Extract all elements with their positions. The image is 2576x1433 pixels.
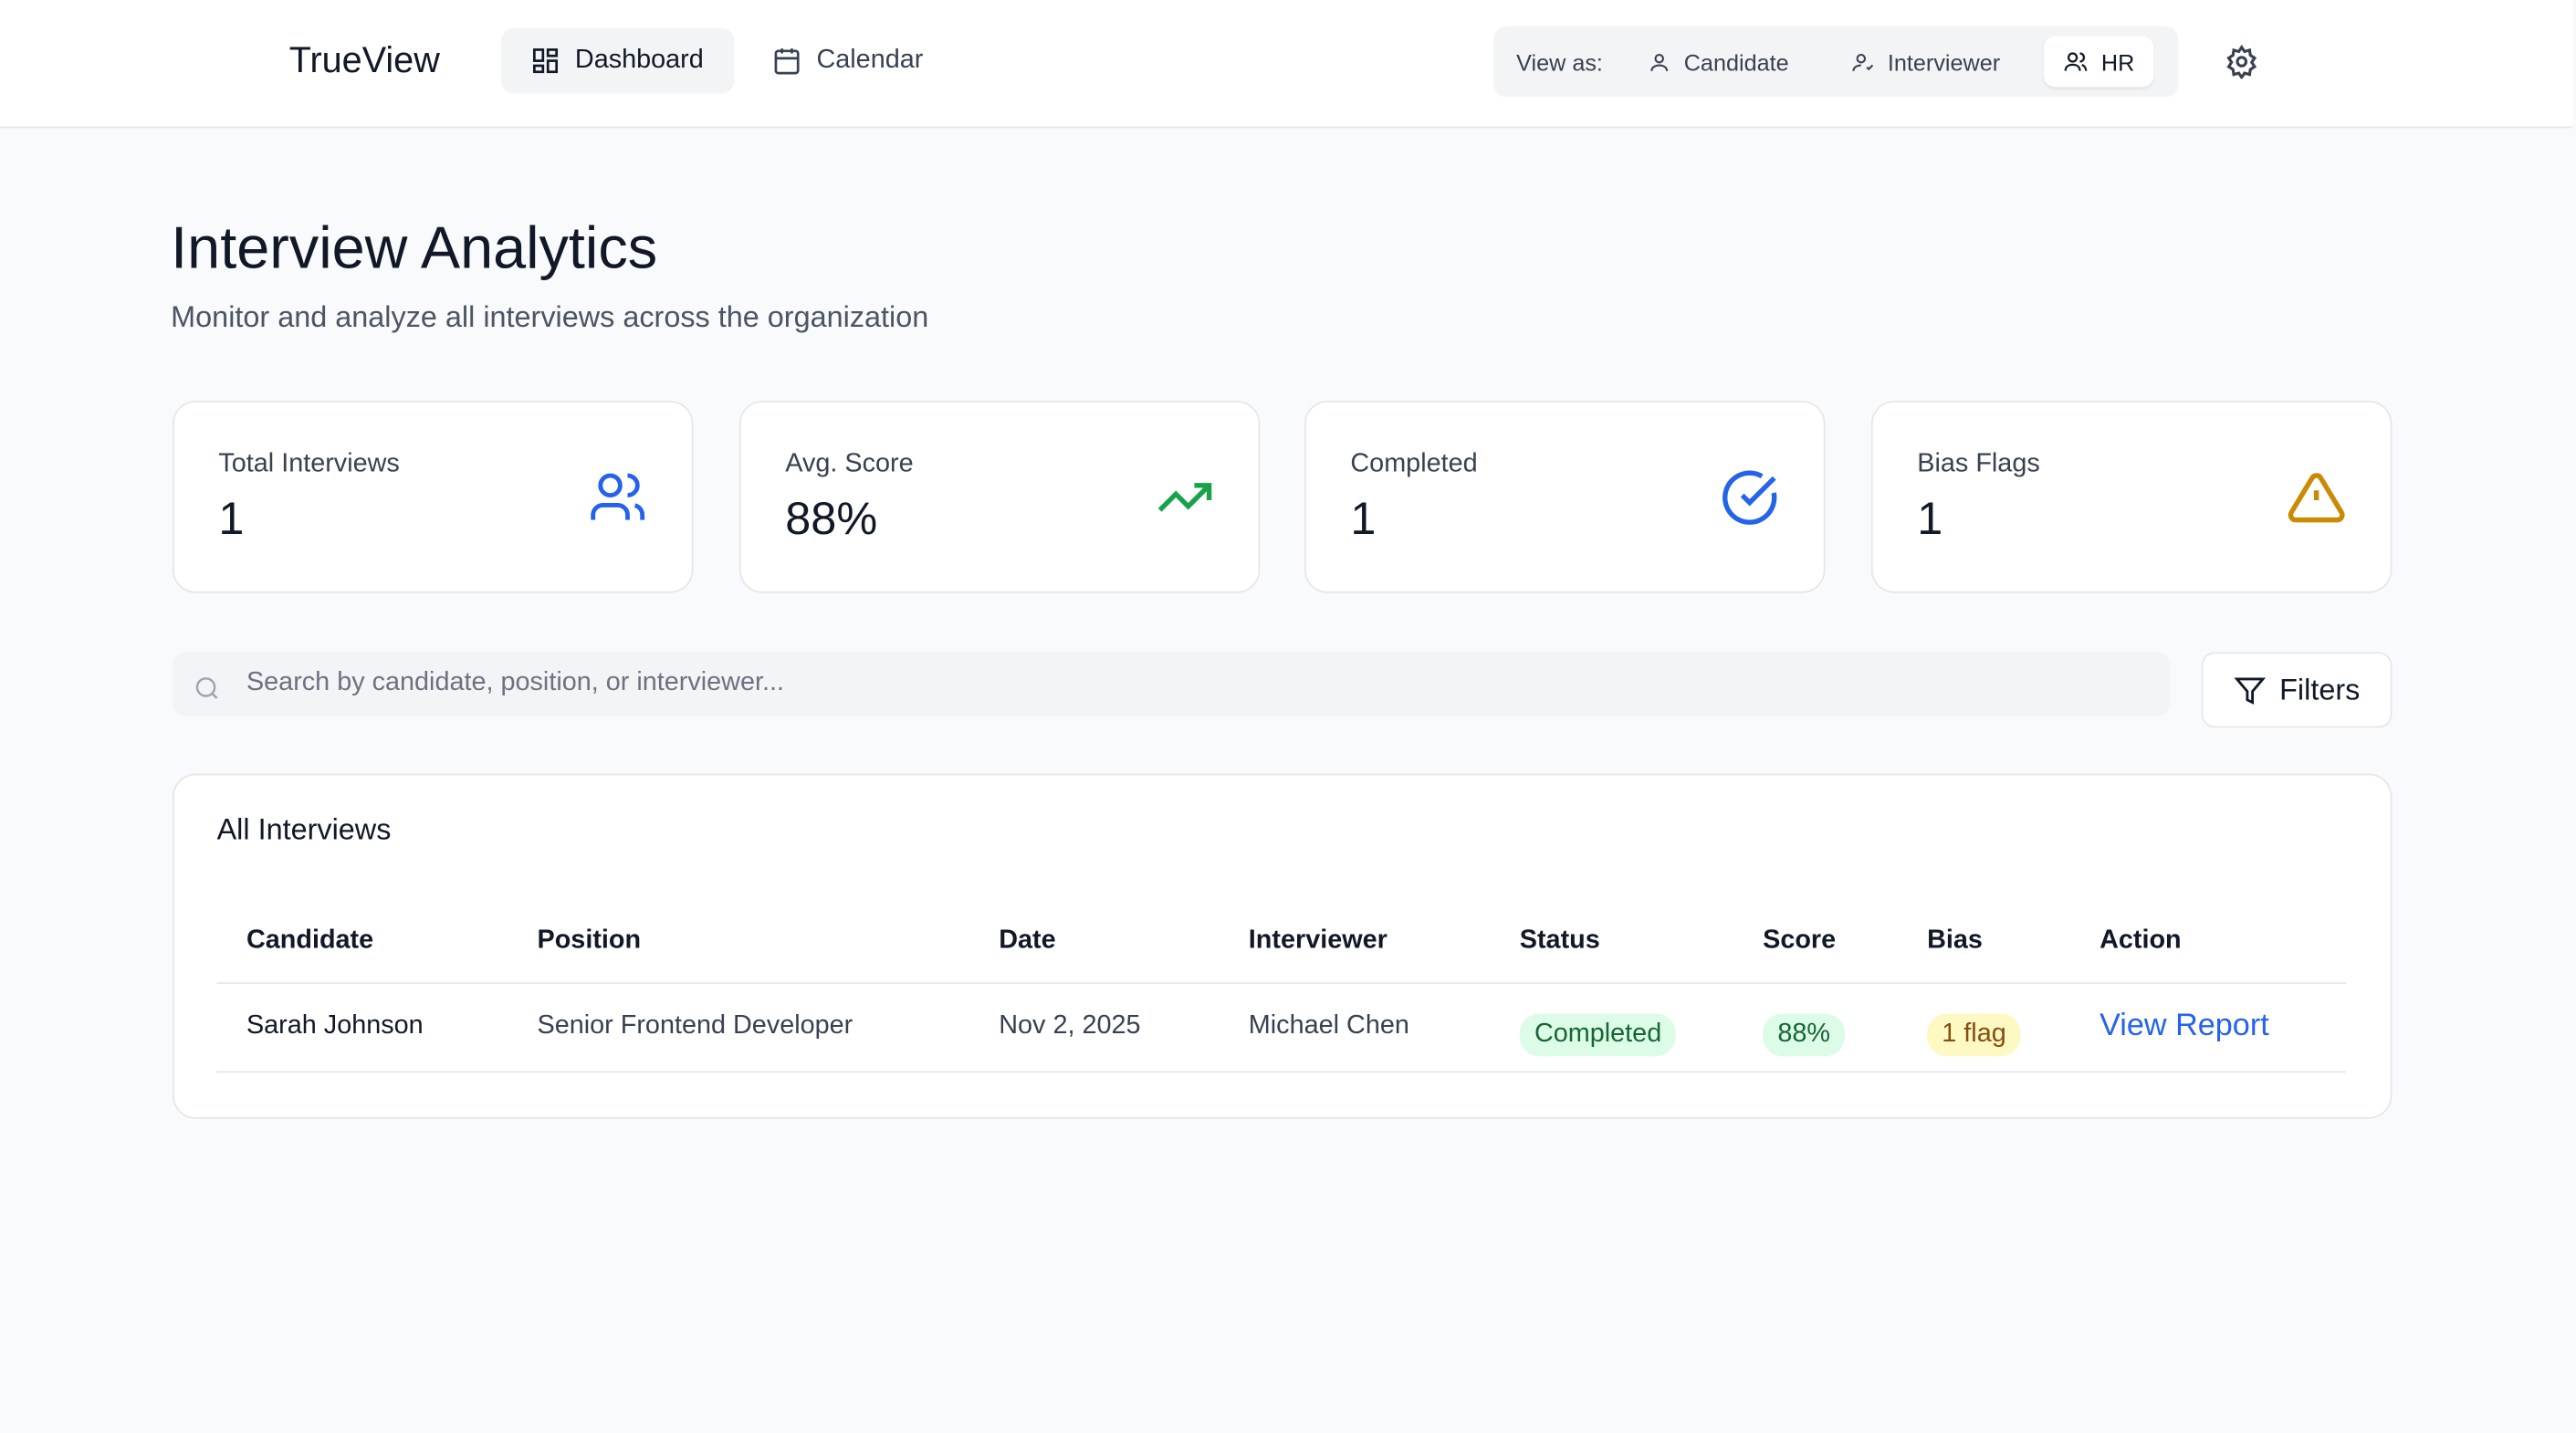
column-header: Candidate <box>246 926 374 955</box>
page-subtitle: Monitor and analyze all interviews acros… <box>171 300 929 334</box>
action-link[interactable]: View Report <box>2100 1009 2269 1043</box>
role-button[interactable]: Interviewer <box>1832 37 2020 88</box>
column-header: Position <box>537 926 642 955</box>
icon <box>1157 483 1212 512</box>
role-label: Candidate <box>1683 48 1789 75</box>
stat-value: 88% <box>785 492 878 544</box>
stat-card: Completed 1 <box>1304 401 1826 593</box>
stat-label: Avg. Score <box>785 450 914 478</box>
filters-button[interactable]: Filters <box>2201 652 2393 728</box>
icon <box>1852 53 1874 71</box>
stat-value: 1 <box>218 492 245 544</box>
role-label: HR <box>2100 48 2135 75</box>
tab-label: Calendar <box>816 46 924 74</box>
divider <box>216 982 2347 985</box>
column-header: Action <box>2100 926 2182 955</box>
column-header: Score <box>1763 926 1837 955</box>
table-title: All Interviews <box>216 812 392 846</box>
table-cell: 1 flag <box>1927 1013 2021 1057</box>
search-box[interactable]: Search by candidate, position, or interv… <box>172 652 2171 716</box>
stat-label: Total Interviews <box>218 450 400 478</box>
search-placeholder: Search by candidate, position, or interv… <box>246 668 785 697</box>
table-cell: Nov 2, 2025 <box>999 1011 1141 1041</box>
filters-label: Filters <box>2279 672 2361 706</box>
column-header: Date <box>999 926 1056 955</box>
view-as-label: View as: <box>1516 48 1603 75</box>
role-button[interactable]: Candidate <box>1628 37 1809 88</box>
table-cell: Completed <box>1519 1013 1677 1057</box>
stat-value: 1 <box>1350 492 1377 544</box>
table-cell: Michael Chen <box>1248 1011 1409 1041</box>
table-cell: 88% <box>1763 1013 1846 1057</box>
role-label: Interviewer <box>1887 48 2001 75</box>
table-cell: Senior Frontend Developer <box>537 1011 853 1041</box>
icon <box>591 473 645 520</box>
stat-card: Bias Flags 1 <box>1870 401 2393 593</box>
icon <box>2064 52 2088 71</box>
brand[interactable]: TrueView <box>288 39 440 81</box>
column-header: Status <box>1519 926 1600 955</box>
icon <box>195 677 218 699</box>
tab-label: Dashboard <box>574 46 704 74</box>
icon <box>2233 676 2265 705</box>
icon <box>774 48 800 75</box>
divider <box>216 1071 2347 1073</box>
tab[interactable]: Dashboard <box>500 27 735 94</box>
stat-card: Total Interviews 1 <box>172 401 694 593</box>
stat-label: Bias Flags <box>1917 450 2040 478</box>
stat-card: Avg. Score 88% <box>738 401 1261 593</box>
stat-value: 1 <box>1917 492 1943 544</box>
role-button[interactable]: HR <box>2043 36 2154 88</box>
settings-button[interactable] <box>2225 44 2259 79</box>
icon <box>1723 470 1777 525</box>
stat-label: Completed <box>1350 450 1478 478</box>
table-cell: Sarah Johnson <box>246 1011 424 1041</box>
column-header: Bias <box>1927 926 1983 955</box>
table-card <box>172 773 2393 1119</box>
icon <box>533 48 559 74</box>
icon <box>1650 53 1669 71</box>
icon <box>2288 473 2345 523</box>
column-header: Interviewer <box>1248 926 1387 955</box>
tab[interactable]: Calendar <box>742 28 952 94</box>
view-as-group: View as: Candidate Interviewer HR <box>1492 26 2179 98</box>
page-title: Interview Analytics <box>171 213 658 281</box>
